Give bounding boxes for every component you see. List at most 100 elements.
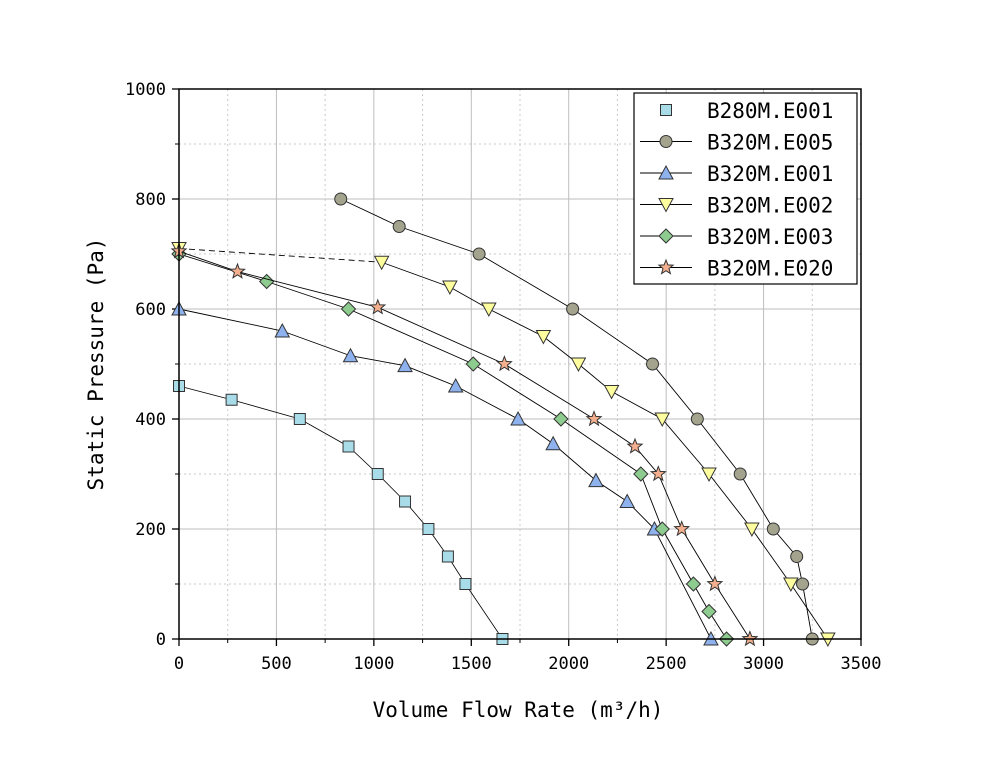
data-point [258,273,275,290]
legend-label: B320M.E005 [707,131,833,155]
y-axis-title: Static Pressure (Pa) [84,238,108,491]
data-point [585,410,603,427]
data-point [373,255,390,271]
legend-marker [659,135,673,148]
data-point [701,603,717,620]
data-point [465,356,481,372]
y-tick-label: 400 [135,410,166,430]
data-point [633,466,649,482]
y-tick-label: 0 [156,630,166,650]
data-point [690,412,704,426]
data-point [783,577,799,593]
data-point [588,472,604,488]
data-point [570,357,587,373]
series-B280M.E001 [173,380,509,645]
data-point [472,247,486,261]
x-tick-label: 500 [261,654,292,674]
legend-marker [658,198,674,213]
data-point [447,377,464,393]
legend: B280M.E001 B320M.E005 B320M.E001 B320M.E002… [633,92,858,285]
data-point [535,330,552,345]
legend-box [633,92,858,285]
legend-marker [658,228,674,244]
x-tick-label: 3000 [743,654,784,674]
legend-label: B320M.E002 [707,194,833,218]
series-line [178,385,503,640]
data-point [340,301,357,317]
data-point [442,280,458,296]
x-tick-label: 1000 [353,654,394,674]
data-point [225,393,238,406]
data-point [397,357,413,373]
data-point [459,578,472,590]
data-point [654,412,671,428]
legend-entry: B320M.E005 [640,131,833,155]
series-B320M.E001 [171,300,719,646]
series-B320M.E020 [170,242,759,647]
data-point [744,522,760,538]
legend-label: B320M.E001 [707,162,833,186]
x-tick-label: 1500 [451,654,492,674]
data-point [342,440,355,453]
data-point [293,413,306,425]
data-point [766,522,780,536]
legend-marker [657,258,675,275]
series-line [178,250,751,640]
series-B320M.E005 [334,192,819,646]
data-point [545,435,561,451]
legend-label: B280M.E001 [707,99,833,123]
data-point [553,411,569,427]
y-tick-label: 600 [135,300,166,320]
x-tick-label: 0 [174,654,184,674]
data-point [566,302,580,316]
data-point [626,437,644,454]
data-point [441,550,454,563]
data-point [673,520,691,537]
data-point [342,347,359,363]
data-point [649,465,667,482]
data-point [796,577,810,591]
data-point [228,262,246,279]
data-point [619,493,636,508]
series-B320M.E003 [171,246,735,647]
x-tick-label: 3500 [841,654,882,674]
data-point [603,385,620,400]
tick-labels: 0 500 1000 1500 2000 2500 3000 3500 0 200 400 600 80… [125,80,881,674]
data-point [706,575,724,592]
legend-entry: B320M.E001 [640,162,833,186]
legend-entry: B320M.E002 [640,194,833,218]
legend-label: B320M.E020 [707,257,833,281]
data-point [685,576,702,592]
data-point [369,298,387,315]
series-B320M.E002 [171,242,836,648]
data-point [510,410,526,426]
data-point [495,355,513,372]
legend-marker [658,164,674,180]
data-point [701,467,717,483]
x-tick-label: 2500 [646,654,687,674]
data-point [646,357,660,371]
series-line-dashed [178,248,382,263]
data-point [422,523,435,535]
legend-entry: B320M.E003 [640,225,833,249]
y-tick-label: 200 [135,520,166,540]
legend-entry: B280M.E001 [660,99,833,123]
series-line [178,253,727,640]
data-point [399,495,412,508]
data-point [480,302,497,318]
x-tick-label: 2000 [548,654,589,674]
series-layer [170,192,836,648]
data-point [274,322,291,338]
data-point [334,192,348,206]
data-point [790,550,804,563]
data-point [733,467,747,481]
plot-frame [178,88,862,640]
series-line [381,261,829,640]
x-axis-title: Volume Flow Rate (m³/h) [373,698,664,722]
data-point [654,521,670,537]
y-tick-label: 800 [135,190,166,210]
legend-entry: B320M.E020 [640,257,833,281]
y-tick-label: 1000 [125,80,166,100]
data-point [392,220,406,233]
